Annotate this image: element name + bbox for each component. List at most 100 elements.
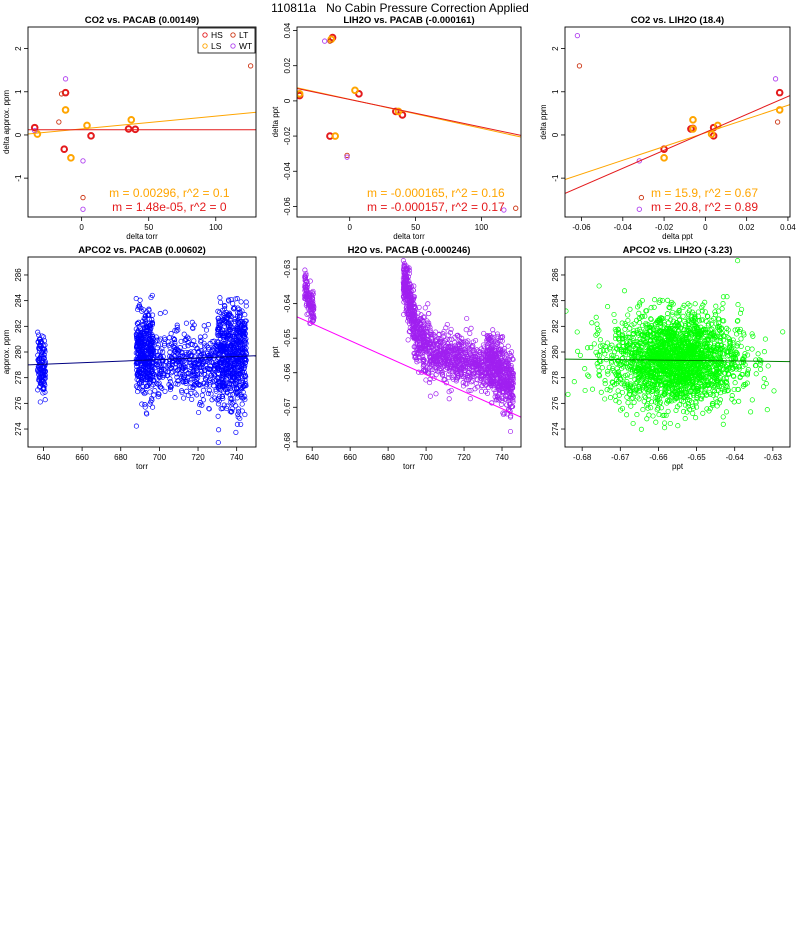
data-point-wt bbox=[32, 127, 38, 134]
data-point bbox=[721, 318, 727, 324]
data-point bbox=[648, 305, 654, 311]
data-point bbox=[234, 421, 240, 427]
data-point bbox=[495, 372, 501, 378]
data-point bbox=[138, 374, 144, 380]
data-point bbox=[230, 301, 236, 307]
data-point bbox=[453, 376, 459, 382]
data-point bbox=[151, 392, 157, 398]
data-point bbox=[160, 358, 166, 364]
data-point bbox=[235, 365, 241, 371]
data-point bbox=[222, 318, 228, 325]
data-point bbox=[634, 412, 640, 418]
data-point bbox=[185, 375, 191, 381]
data-point bbox=[142, 377, 149, 383]
data-point bbox=[406, 301, 412, 307]
y-tick-label: 278 bbox=[551, 370, 560, 384]
data-point bbox=[494, 376, 500, 382]
data-point bbox=[598, 389, 604, 395]
data-point bbox=[136, 338, 142, 344]
data-point bbox=[206, 346, 212, 352]
data-point bbox=[468, 325, 474, 331]
data-point bbox=[199, 364, 205, 370]
data-point bbox=[238, 313, 244, 319]
fit-line bbox=[297, 316, 521, 418]
data-point bbox=[232, 330, 239, 336]
data-point bbox=[480, 342, 486, 348]
data-point bbox=[427, 393, 433, 399]
data-point bbox=[696, 318, 703, 324]
data-point bbox=[635, 304, 641, 310]
data-point bbox=[223, 312, 230, 318]
data-point bbox=[140, 389, 146, 395]
data-point bbox=[444, 321, 450, 328]
data-point-hs bbox=[775, 88, 784, 97]
data-point bbox=[450, 363, 456, 369]
data-point bbox=[242, 382, 248, 388]
data-point bbox=[420, 314, 426, 320]
data-point bbox=[234, 395, 240, 401]
data-point bbox=[155, 391, 161, 397]
data-point bbox=[218, 348, 224, 354]
data-point bbox=[37, 384, 43, 390]
data-point bbox=[148, 399, 154, 405]
data-point bbox=[304, 294, 310, 300]
data-point bbox=[707, 405, 713, 412]
data-point bbox=[144, 362, 150, 369]
y-tick-label: 274 bbox=[551, 422, 560, 436]
data-point bbox=[231, 306, 237, 312]
data-point bbox=[219, 393, 226, 400]
data-point bbox=[203, 383, 209, 389]
data-point bbox=[710, 392, 716, 398]
data-point bbox=[400, 275, 406, 281]
data-point bbox=[582, 366, 588, 372]
data-point bbox=[173, 328, 179, 334]
data-point bbox=[174, 324, 180, 330]
plot-area bbox=[565, 258, 790, 432]
data-point bbox=[452, 351, 458, 357]
data-point bbox=[418, 351, 424, 357]
data-point bbox=[172, 395, 178, 401]
data-point bbox=[640, 322, 646, 329]
data-point bbox=[221, 402, 227, 408]
data-point bbox=[761, 384, 767, 390]
data-point bbox=[691, 393, 697, 399]
y-tick-label: -0.02 bbox=[283, 126, 292, 145]
data-point bbox=[145, 382, 151, 388]
data-point bbox=[226, 320, 232, 327]
data-point bbox=[688, 329, 694, 335]
data-point bbox=[154, 345, 160, 351]
data-point bbox=[461, 347, 468, 353]
data-point bbox=[403, 298, 409, 304]
data-point bbox=[502, 396, 508, 402]
data-point bbox=[215, 439, 221, 446]
data-point bbox=[714, 403, 720, 409]
data-point bbox=[150, 404, 156, 410]
data-point bbox=[642, 344, 648, 350]
data-point bbox=[302, 267, 308, 273]
data-point bbox=[224, 403, 230, 409]
data-point bbox=[205, 322, 211, 328]
data-point bbox=[161, 367, 167, 373]
data-point bbox=[226, 326, 232, 332]
data-point-lt bbox=[576, 63, 583, 69]
data-point bbox=[236, 306, 242, 312]
data-point bbox=[228, 409, 234, 415]
data-point bbox=[35, 352, 41, 358]
data-point bbox=[471, 348, 477, 354]
data-point bbox=[625, 372, 631, 378]
data-point bbox=[628, 403, 634, 409]
data-point bbox=[239, 377, 246, 383]
data-point bbox=[687, 393, 693, 400]
data-point bbox=[206, 405, 212, 412]
data-point bbox=[203, 327, 210, 333]
x-tick-label: 50 bbox=[144, 223, 153, 232]
data-point bbox=[429, 341, 435, 347]
data-point bbox=[602, 396, 608, 402]
data-point bbox=[413, 341, 419, 347]
data-point bbox=[405, 318, 411, 324]
data-point bbox=[41, 370, 47, 376]
data-point bbox=[413, 354, 419, 360]
data-point-wt bbox=[636, 158, 642, 164]
data-point bbox=[219, 370, 225, 376]
y-tick-label: 274 bbox=[14, 422, 23, 436]
